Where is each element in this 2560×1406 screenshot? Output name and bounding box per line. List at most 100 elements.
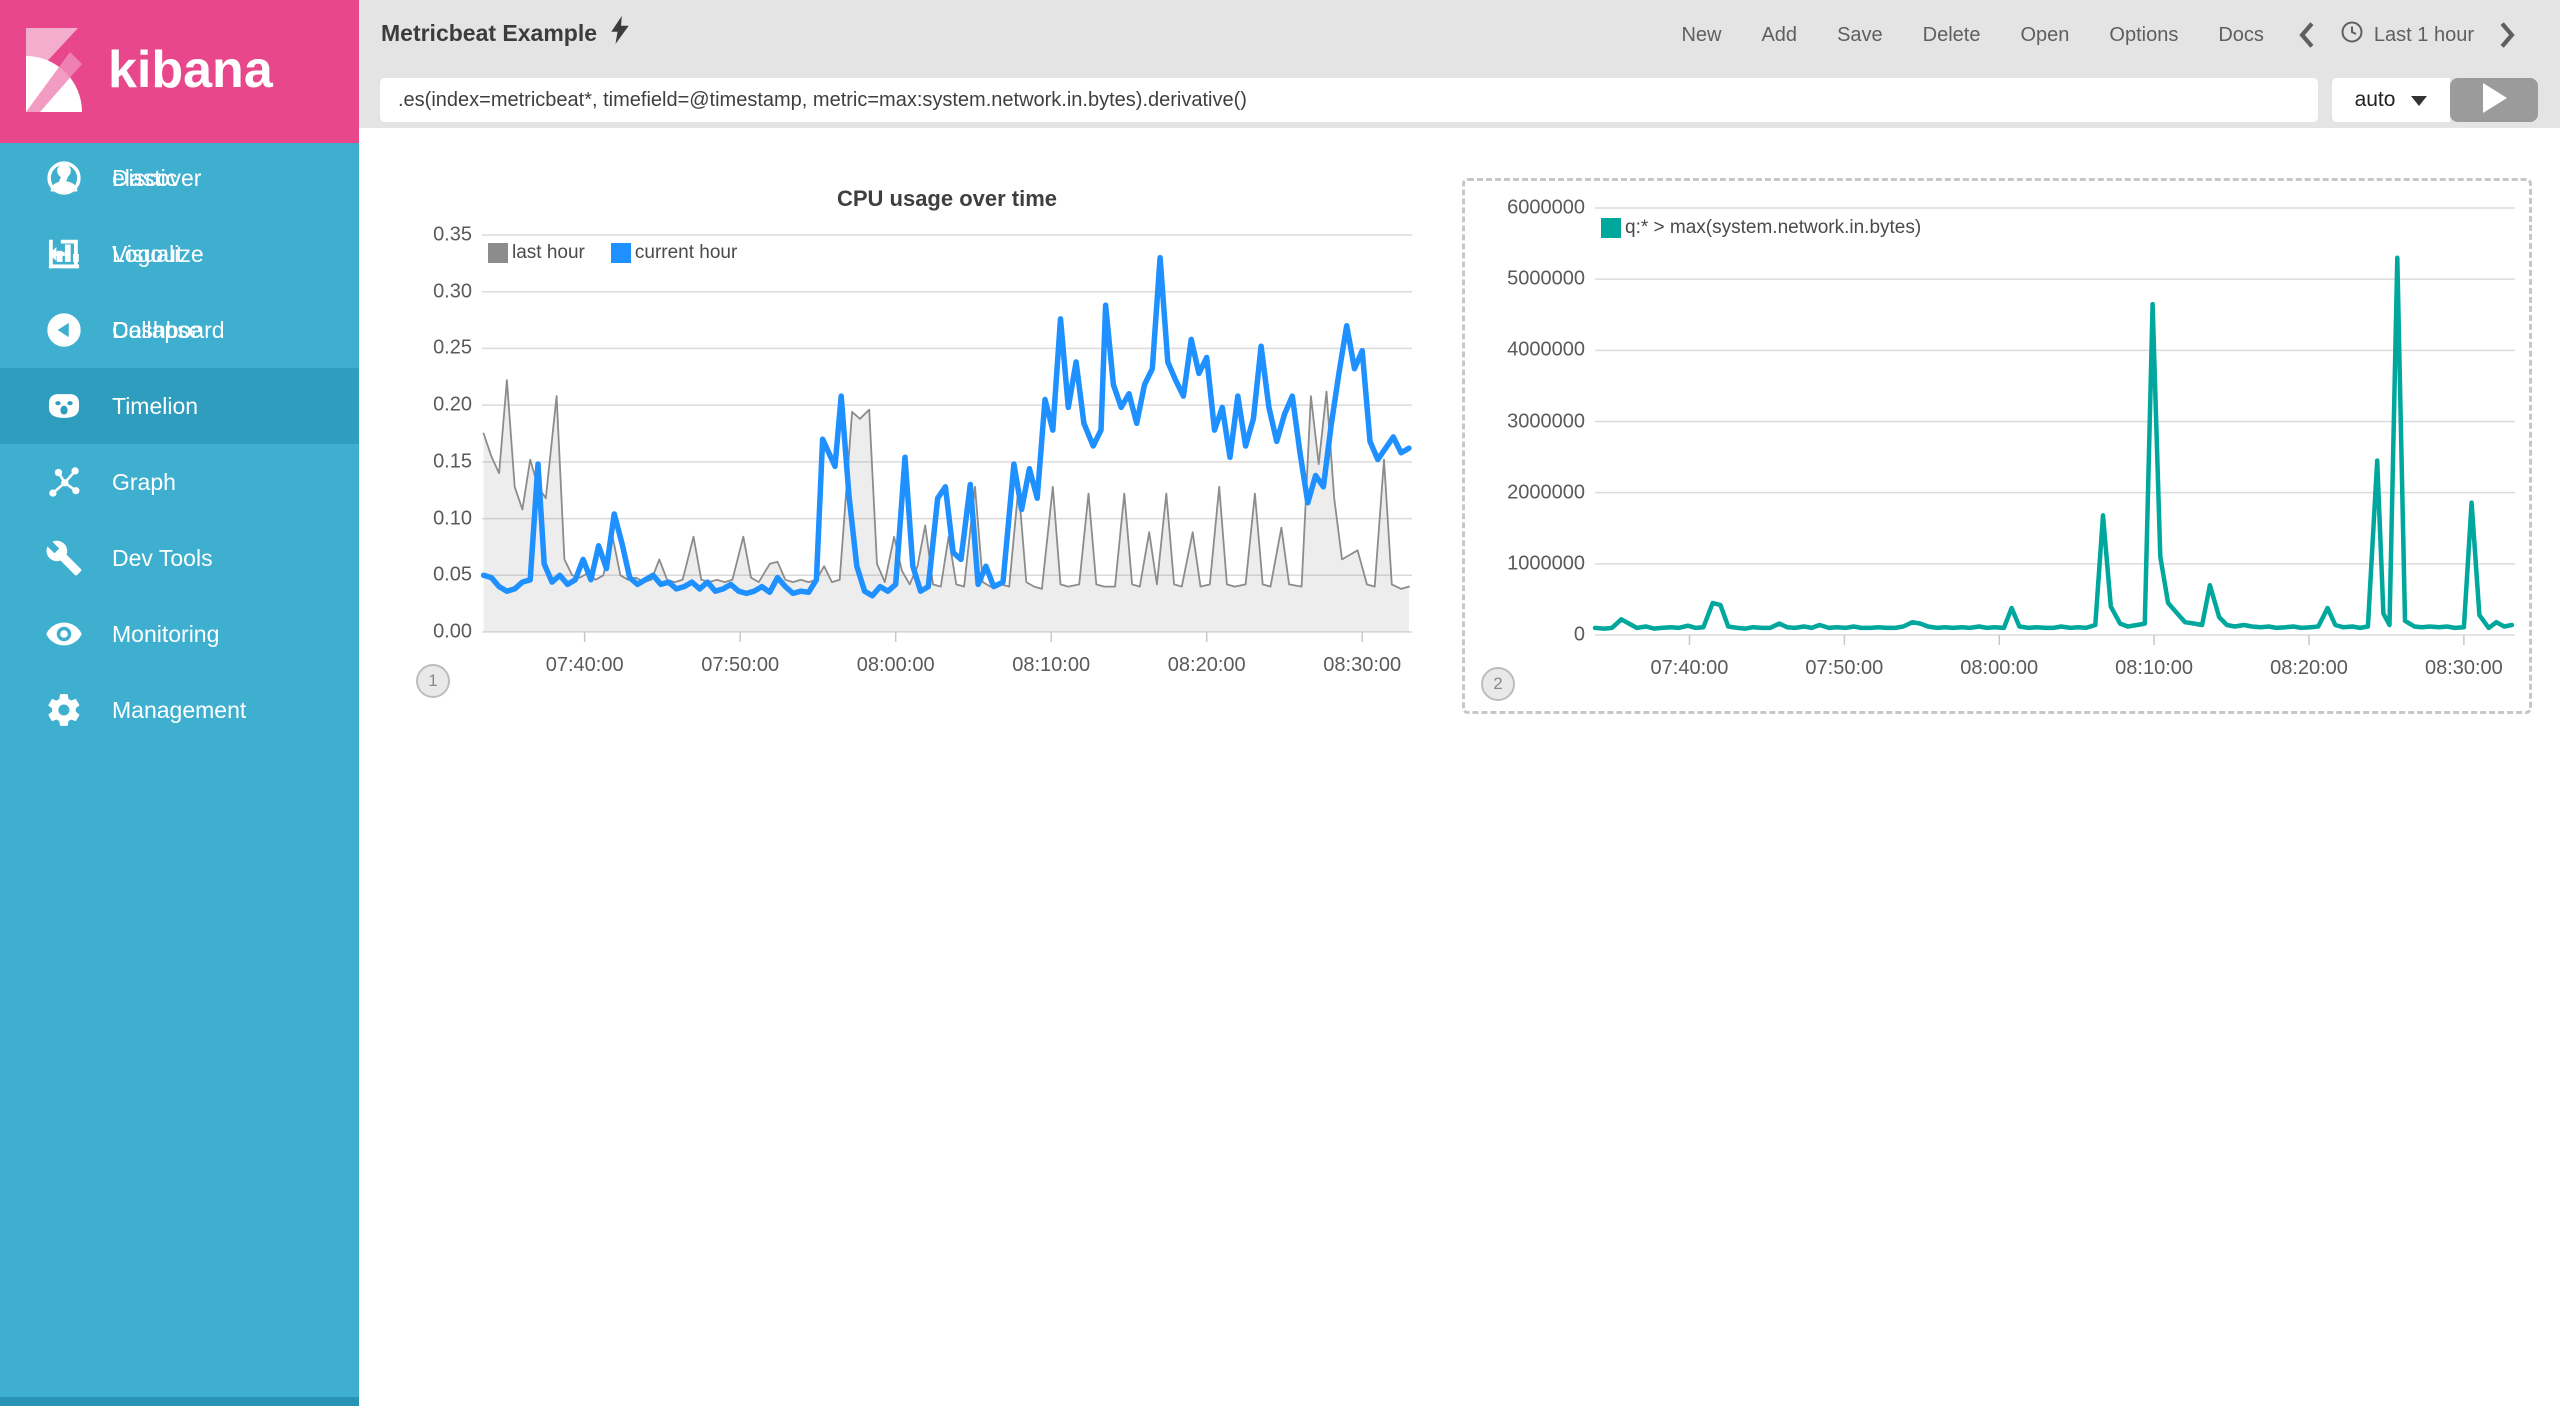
sidebar-item-visualize[interactable]: Visualize — [0, 216, 359, 292]
page-title-text: Metricbeat Example — [381, 19, 598, 46]
interval-select[interactable]: auto — [2332, 78, 2450, 122]
legend-swatch — [488, 243, 508, 263]
sidebar-item-label: Dev Tools — [112, 544, 213, 571]
sidebar-item-label: Discover — [112, 164, 202, 191]
toolbar-menu-add[interactable]: Add — [1761, 23, 1798, 46]
legend-item: last hour — [488, 242, 585, 264]
y-tick-label: 0.25 — [433, 336, 472, 359]
kibana-logo-mark-icon — [18, 22, 98, 123]
x-tick-label: 08:20:00 — [1167, 654, 1246, 676]
legend-swatch — [1601, 218, 1621, 238]
chart-plot — [480, 234, 1412, 642]
sidebar-item-label: Visualize — [112, 240, 204, 267]
y-tick-label: 0.15 — [433, 450, 472, 473]
series-area-last-hour — [483, 380, 1409, 632]
sidebar-item-monitoring[interactable]: Monitoring — [0, 596, 359, 672]
sidebar-item-timelion[interactable]: Timelion — [0, 368, 359, 444]
chart-title: CPU usage over time — [836, 186, 1058, 211]
y-tick-label: 0.00 — [433, 620, 472, 643]
sidebar-footer-nav: elastic Logout Collapse — [0, 140, 359, 1398]
y-tick-label: 2000000 — [1507, 481, 1585, 504]
timelion-sloth-icon — [48, 394, 80, 418]
legend-item: current hour — [610, 242, 738, 264]
y-tick-label: 0.30 — [433, 280, 472, 303]
sidebar-bottom-strip — [0, 1397, 359, 1406]
sidebar-item-label: Collapse — [112, 316, 202, 343]
sidebar-item-label: Graph — [112, 468, 176, 495]
legend-label: last hour — [512, 242, 585, 263]
y-tick-label: 0.05 — [433, 563, 472, 586]
lightning-bolt-icon — [609, 16, 631, 50]
x-tick-label: 08:10:00 — [2115, 657, 2194, 679]
legend-label: current hour — [634, 242, 738, 263]
time-picker-button[interactable]: Last 1 hour — [2330, 14, 2484, 56]
chart-panel-2[interactable]: 0 1000000 2000000 3000000 4000000 5000000 6000… — [1462, 178, 2532, 714]
x-tick-label: 07:40:00 — [545, 654, 624, 676]
toolbar-menu: New Add Save Delete Open Options Docs Last 1 h… — [1661, 14, 2530, 56]
x-tick-label: 07:50:00 — [701, 654, 780, 676]
chart-legend: q:* > max(system.network.in.bytes) — [1601, 217, 1921, 239]
toolbar-menu-delete[interactable]: Delete — [1922, 23, 1981, 46]
kibana-logo-text: kibana — [108, 41, 273, 99]
eye-icon — [46, 622, 82, 646]
sidebar-item-label: Timelion — [112, 392, 199, 419]
graph-network-icon — [49, 467, 80, 497]
series-line-q-max-system-network-in-bytes- — [1592, 255, 2515, 631]
sidebar-item-collapse[interactable]: Collapse — [0, 292, 359, 368]
y-tick-label: 0.10 — [433, 507, 472, 530]
page-title: Metricbeat Example — [381, 16, 631, 50]
series-line-current-hour — [480, 254, 1412, 599]
time-picker-label: Last 1 hour — [2373, 23, 2474, 46]
y-tick-label: 5000000 — [1507, 267, 1585, 290]
panel-number-badge: 2 — [1481, 667, 1515, 701]
sidebar-item-discover[interactable]: Discover — [0, 140, 359, 216]
sidebar-item-label: Logout — [112, 240, 183, 267]
toolbar-menu-new[interactable]: New — [1681, 23, 1722, 46]
sidebar-item-dev-tools[interactable]: Dev Tools — [0, 520, 359, 596]
y-tick-label: 0.35 — [433, 223, 472, 246]
interval-value: auto — [2354, 88, 2396, 111]
y-tick-label: 4000000 — [1507, 338, 1585, 361]
y-tick-label: 1000000 — [1507, 552, 1585, 575]
toolbar-menu-open[interactable]: Open — [2020, 23, 2070, 46]
toolbar-menu-docs[interactable]: Docs — [2218, 23, 2264, 46]
chart-panel-1[interactable]: 0.00 0.05 0.10 0.15 0.20 0.25 0.30 0.35 07:40:00… — [400, 178, 1432, 714]
run-query-button[interactable] — [2450, 78, 2538, 122]
sidebar-item-label: Management — [112, 696, 247, 723]
chart-plot — [1592, 207, 2515, 645]
play-icon — [2481, 82, 2507, 118]
x-tick-label: 07:50:00 — [1805, 657, 1884, 679]
x-tick-label: 08:00:00 — [856, 654, 935, 676]
x-tick-label: 08:00:00 — [1960, 657, 2039, 679]
legend-swatch — [610, 243, 631, 263]
sidebar-item-graph[interactable]: Graph — [0, 444, 359, 520]
logout-icon — [49, 239, 78, 269]
y-tick-label: 0 — [1573, 623, 1585, 646]
top-toolbar: Metricbeat Example New Add Save Delete Open O… — [359, 0, 2560, 128]
sidebar-item-logout[interactable]: Logout — [0, 216, 359, 292]
chart-legend: last hour current hour — [488, 242, 737, 264]
sidebar-item-label: Monitoring — [112, 620, 220, 647]
y-tick-label: 3000000 — [1507, 410, 1585, 432]
caret-down-icon — [2411, 88, 2428, 112]
query-row: auto — [380, 78, 2538, 122]
collapse-circle-icon — [47, 313, 81, 347]
time-prev-button[interactable] — [2284, 16, 2330, 54]
legend-label: q:* > max(system.network.in.bytes) — [1625, 217, 1922, 238]
toolbar-menu-items: New Add Save Delete Open Options Docs — [1661, 18, 2283, 53]
toolbar-menu-save[interactable]: Save — [1837, 23, 1883, 46]
sidebar-item-elastic[interactable]: elastic — [0, 140, 359, 216]
time-next-button[interactable] — [2484, 16, 2530, 54]
kibana-logo[interactable]: kibana — [0, 0, 359, 143]
sidebar-item-label: elastic — [112, 164, 178, 191]
sidebar-item-management[interactable]: Management — [0, 672, 359, 748]
gear-icon — [48, 694, 80, 726]
x-tick-label: 07:40:00 — [1650, 657, 1729, 679]
x-tick-label: 08:30:00 — [1323, 654, 1402, 676]
x-tick-label: 08:20:00 — [2270, 657, 2348, 679]
toolbar-menu-options[interactable]: Options — [2109, 23, 2179, 46]
timelion-query-input[interactable] — [380, 78, 2318, 122]
x-tick-label: 08:30:00 — [2424, 657, 2503, 679]
y-tick-label: 0.20 — [433, 393, 472, 416]
